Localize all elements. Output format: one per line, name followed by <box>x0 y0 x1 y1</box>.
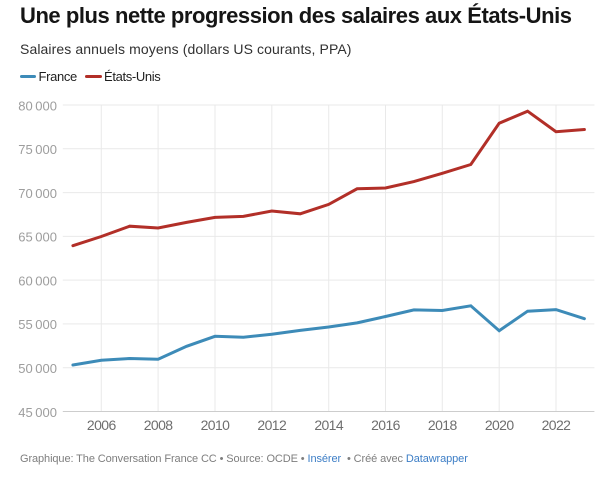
svg-text:70 000: 70 000 <box>18 186 57 201</box>
svg-text:2012: 2012 <box>257 417 287 433</box>
svg-text:2010: 2010 <box>201 417 231 433</box>
svg-text:2022: 2022 <box>542 417 572 433</box>
svg-text:2020: 2020 <box>485 417 515 433</box>
svg-text:2014: 2014 <box>314 417 344 433</box>
svg-text:2008: 2008 <box>144 417 174 433</box>
svg-text:2016: 2016 <box>371 417 401 433</box>
svg-text:55 000: 55 000 <box>18 317 57 332</box>
svg-text:75 000: 75 000 <box>18 142 57 157</box>
svg-text:45 000: 45 000 <box>18 405 57 420</box>
svg-text:80 000: 80 000 <box>18 98 57 113</box>
svg-text:65 000: 65 000 <box>18 230 57 245</box>
svg-text:2006: 2006 <box>87 417 117 433</box>
svg-text:2018: 2018 <box>428 417 458 433</box>
svg-text:50 000: 50 000 <box>18 361 57 376</box>
svg-text:60 000: 60 000 <box>18 273 57 288</box>
